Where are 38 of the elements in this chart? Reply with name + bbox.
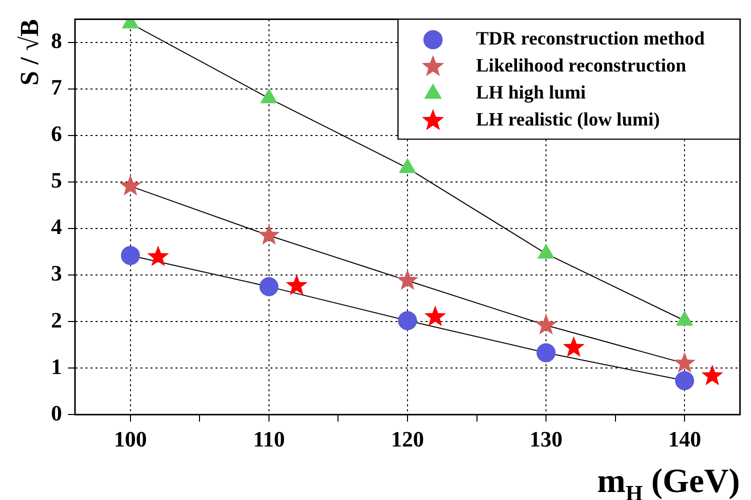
y-tick-label: 6 — [51, 121, 62, 146]
legend-label: Likelihood reconstruction — [476, 56, 687, 77]
point — [260, 88, 278, 104]
y-tick-label: 4 — [51, 214, 62, 240]
point — [538, 244, 554, 259]
y-tick-label: 8 — [51, 28, 62, 54]
point — [674, 352, 695, 372]
y-tick-label: 7 — [51, 74, 62, 100]
point — [399, 158, 416, 174]
point — [425, 306, 446, 326]
y-tick-label: 3 — [51, 260, 62, 286]
point — [286, 275, 307, 294]
point — [120, 176, 140, 195]
point — [536, 314, 556, 334]
legend-label: LH high lumi — [476, 82, 586, 104]
y-tick-label: 1 — [51, 354, 62, 379]
point — [564, 337, 584, 356]
point — [676, 311, 693, 326]
x-tick-label: 140 — [668, 426, 702, 452]
point — [120, 246, 140, 266]
point — [675, 371, 694, 390]
point — [702, 365, 722, 385]
x-tick-label: 120 — [391, 426, 424, 452]
point — [148, 246, 168, 266]
legend-label: LH realistic (low lumi) — [476, 110, 660, 131]
y-tick-label: 2 — [51, 307, 62, 332]
y-axis-title: S / √B — [15, 19, 44, 86]
y-tick-label: 5 — [51, 168, 62, 193]
point — [398, 311, 417, 330]
x-tick-label: 130 — [530, 426, 563, 452]
x-tick-label: 110 — [253, 426, 285, 452]
legend-label: TDR reconstruction method — [476, 28, 706, 50]
point — [258, 225, 279, 244]
x-tick-label: 100 — [114, 426, 147, 452]
point — [397, 270, 418, 290]
point — [259, 277, 278, 296]
point — [536, 343, 556, 362]
y-tick-label: 0 — [51, 400, 62, 426]
